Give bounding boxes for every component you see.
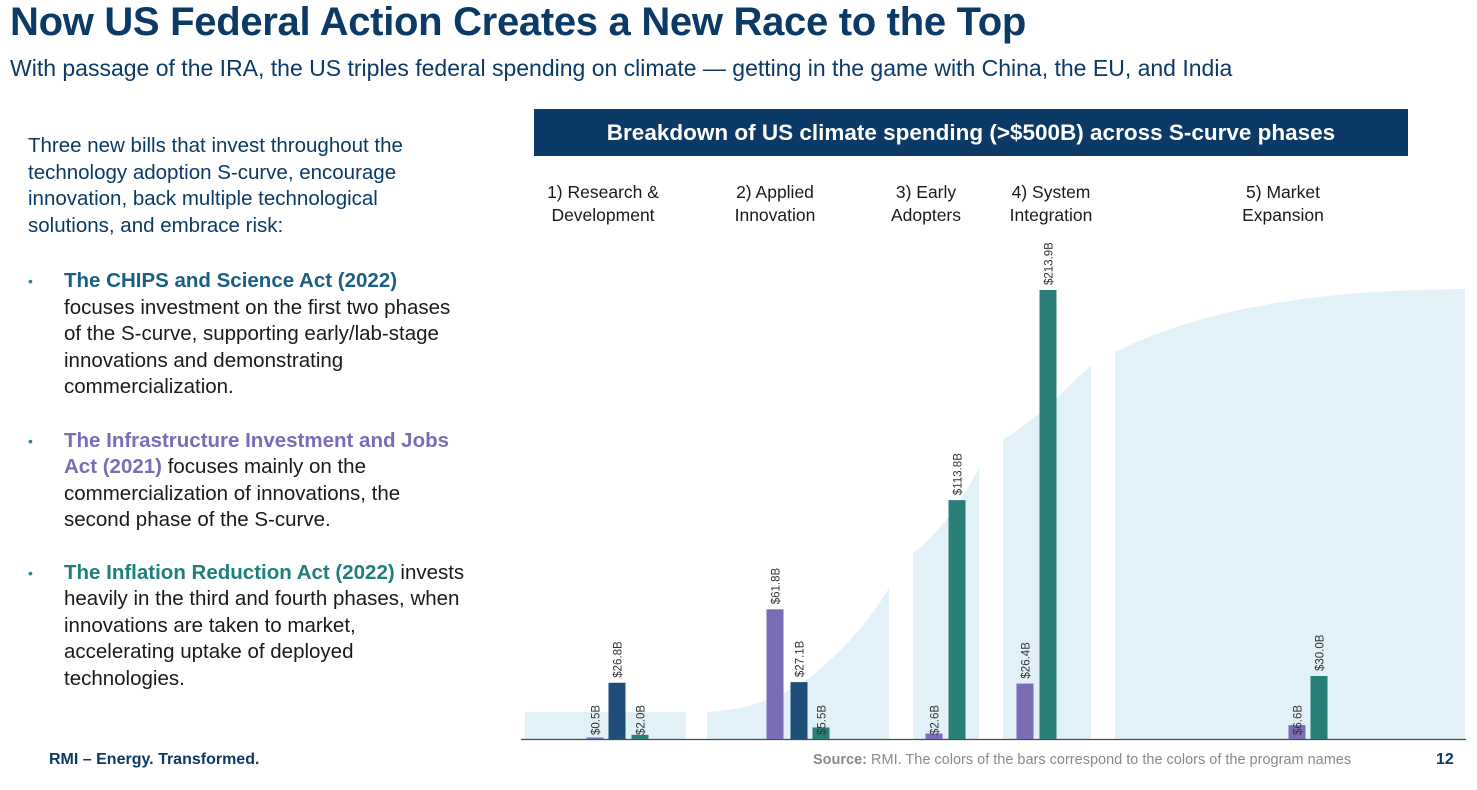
phase-label-line: Development [551, 205, 655, 225]
phase-label-system-integration: 4) System Integration [991, 181, 1111, 227]
bill-summary-panel: Three new bills that invest throughout t… [28, 133, 468, 692]
bar-value-label: $2.6B [930, 705, 942, 735]
page-number: 12 [1436, 751, 1454, 768]
bar-value-label: $26.8B [613, 641, 625, 678]
phase-label-line: Integration [1009, 205, 1093, 225]
page-title: Now US Federal Action Creates a New Race… [10, 0, 1027, 44]
chart-title: Breakdown of US climate spending (>$500B… [534, 109, 1408, 156]
bullet-chips-act: • The CHIPS and Science Act (2022) focus… [28, 268, 468, 401]
bar-value-label: $61.8B [771, 567, 783, 604]
phase-label-line: Expansion [1242, 205, 1324, 225]
bar-ira [631, 734, 649, 739]
s-curve-segment [707, 588, 889, 739]
brand-tagline: RMI – Energy. Transformed. [49, 751, 260, 768]
phase-label-research: 1) Research & Development [528, 181, 678, 227]
bar-ira [812, 727, 830, 739]
chips-act-name: The CHIPS and Science Act (2022) [64, 269, 398, 292]
bar-value-label: $2.0B [636, 705, 648, 735]
phase-label-line: Innovation [734, 205, 816, 225]
page-subtitle: With passage of the IRA, the US triples … [10, 55, 1233, 81]
s-curve-segment [1115, 289, 1465, 739]
bar-value-label: $27.1B [795, 640, 807, 677]
s-curve-segment [913, 468, 979, 739]
inflation-reduction-act-description: invests heavily in the third and fourth … [64, 560, 465, 690]
phase-label-market-expansion: 5) Market Expansion [1218, 181, 1348, 227]
infrastructure-act-name: The Infrastructure Investment and Jobs A… [64, 428, 450, 479]
phase-label-line: 4) System [1011, 182, 1091, 202]
bar-iija [766, 609, 784, 739]
phase-label-line: 3) Early [895, 182, 957, 202]
bar-iija [586, 737, 604, 739]
bar-value-label: $213.9B [1044, 242, 1056, 285]
bar-value-label: $26.4B [1021, 642, 1033, 679]
bar-value-label: $5.5B [817, 705, 829, 735]
bar-chips [790, 682, 808, 739]
source-label: Source: [813, 752, 867, 768]
phase-label-line: Adopters [890, 205, 962, 225]
phase-label-line: 2) Applied [736, 182, 814, 202]
bullet-marker: • [28, 432, 33, 449]
infrastructure-act-description: focuses mainly on the commercialization … [64, 455, 401, 531]
bullet-infrastructure-act: • The Infrastructure Investment and Jobs… [28, 428, 468, 534]
phase-label-early-adopters: 3) Early Adopters [866, 181, 986, 227]
chips-act-description: focuses investment on the first two phas… [64, 295, 451, 399]
phase-label-applied: 2) Applied Innovation [700, 181, 850, 227]
s-curve-segment [525, 712, 686, 739]
bar-ira [948, 500, 966, 739]
source-note: Source: RMI. The colors of the bars corr… [813, 752, 1351, 768]
bar-iija [1288, 725, 1306, 739]
bar-value-label: $6.6B [1293, 705, 1305, 735]
bar-ira [1310, 676, 1328, 739]
phase-label-line: 1) Research & [547, 182, 659, 202]
bar-chips [608, 682, 626, 739]
bullet-marker: • [28, 273, 33, 289]
bar-iija [925, 733, 943, 739]
bar-value-label: $113.8B [953, 453, 965, 495]
bar-ira [1039, 290, 1057, 739]
bar-value-label: $30.0B [1315, 634, 1327, 671]
bar-iija [1016, 683, 1034, 739]
bullet-marker: • [28, 564, 33, 581]
phase-label-line: 5) Market [1246, 182, 1320, 202]
inflation-reduction-act-name: The Inflation Reduction Act (2022) [64, 560, 395, 584]
intro-text: Three new bills that invest throughout t… [28, 134, 403, 237]
bullet-inflation-reduction-act: • The Inflation Reduction Act (2022) inv… [28, 560, 468, 693]
bar-value-label: $0.5B [591, 705, 603, 735]
source-text: RMI. The colors of the bars correspond t… [867, 752, 1352, 768]
